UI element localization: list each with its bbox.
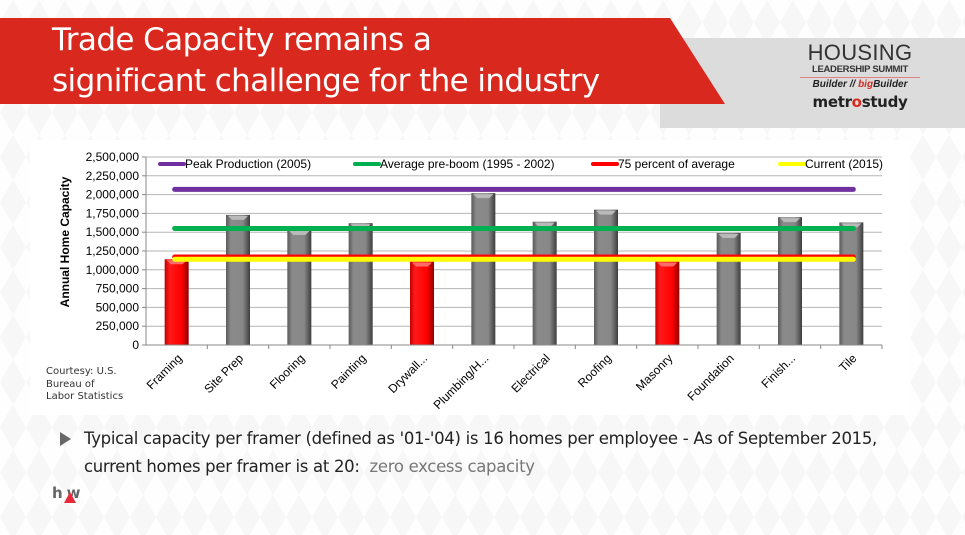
y-tick-label: 250,000 — [96, 319, 140, 333]
bar-drywall- — [410, 261, 434, 345]
logo-separator: // — [849, 79, 856, 90]
bar-site-prep — [226, 214, 250, 345]
logo-metro-post: study — [861, 93, 908, 111]
source-line-1: Courtesy: U.S. — [46, 366, 117, 377]
bar-roofing — [594, 209, 618, 345]
legend-label: Peak Production (2005) — [185, 157, 311, 171]
x-tick-label: Foundation — [684, 351, 736, 403]
y-tick-label: 1,250,000 — [86, 244, 140, 258]
bar-foundation — [716, 232, 741, 345]
logo-builder: Builder // bigBuilder — [800, 78, 920, 92]
x-tick-label: Painting — [328, 351, 369, 392]
bar-plumbing-h- — [471, 193, 496, 345]
bullet-text: Typical capacity per framer (defined as … — [84, 425, 880, 481]
bar-bevel — [596, 210, 616, 215]
bar-finish- — [778, 217, 802, 345]
x-tick-label: Drywall... — [385, 351, 430, 396]
bar-bevel — [473, 194, 494, 199]
y-tick-label: 2,250,000 — [86, 169, 140, 183]
y-tick-label: 2,500,000 — [86, 150, 140, 164]
y-tick-label: 0 — [132, 338, 139, 352]
title-line-1: Trade Capacity remains a — [52, 22, 432, 58]
source-note: Courtesy: U.S. Bureau of Labor Statistic… — [46, 366, 136, 404]
slide-title: Trade Capacity remains a significant cha… — [52, 20, 712, 102]
logo-metro-o: o — [851, 93, 862, 111]
title-line-2: significant challenge for the industry — [52, 63, 600, 99]
bar-bevel — [412, 262, 432, 267]
logo-housing: HOUSING — [807, 40, 913, 65]
bullet-point: Typical capacity per framer (defined as … — [60, 425, 880, 481]
y-tick-label: 1,750,000 — [86, 206, 140, 220]
legend-label: Average pre-boom (1995 - 2002) — [380, 157, 555, 171]
x-tick-label: Roofing — [575, 351, 614, 390]
bar-bevel — [780, 218, 800, 223]
logo-big-builder: Builder — [873, 79, 908, 90]
x-tick-label: Flooring — [267, 351, 308, 392]
chart-area: 0 250,000 500,000 750,000 1,000,000 1,250,000… — [30, 140, 910, 415]
logo-metro-pre: metr — [812, 93, 852, 111]
housing-leadership-summit-logo: HOUSING LEADERSHIP SUMMIT Builder // big… — [800, 42, 920, 112]
bar-painting — [348, 223, 373, 345]
legend-label: 75 percent of average — [618, 157, 735, 171]
hw-logo: hw — [52, 484, 96, 506]
logo-leadership-summit: LEADERSHIP SUMMIT — [800, 64, 920, 78]
bar-bevel — [228, 215, 248, 220]
source-line-2: Bureau of — [46, 378, 95, 390]
x-tick-label: Framing — [144, 351, 185, 392]
bar-tile — [839, 222, 864, 345]
y-axis-label: Annual Home Capacity — [58, 176, 72, 307]
bullet-muted-text: zero excess capacity — [369, 457, 536, 476]
y-tick-label: 1,500,000 — [86, 225, 140, 239]
bar-framing — [164, 259, 189, 345]
legend-label: Current (2015) — [805, 157, 883, 171]
x-tick-label: Finish... — [759, 351, 799, 391]
bar-flooring — [287, 229, 312, 345]
source-line-3: Labor Statistics — [46, 391, 124, 402]
x-tick-label: Electrical — [508, 351, 552, 395]
x-tick-label: Plumbing/H... — [431, 351, 492, 412]
y-tick-label: 2,000,000 — [86, 188, 140, 202]
x-tick-label: Masonry — [633, 351, 675, 393]
y-tick-label: 750,000 — [96, 282, 140, 296]
logo-metrostudy: metrostudy — [800, 92, 920, 112]
x-tick-label: Site Prep — [201, 351, 246, 396]
bar-bevel — [657, 262, 678, 267]
logo-builder-text: Builder — [812, 79, 847, 90]
y-tick-label: 500,000 — [96, 300, 140, 314]
bar-bevel — [289, 230, 310, 235]
bar-bevel — [534, 222, 555, 227]
bullet-main-text: Typical capacity per framer (defined as … — [84, 429, 877, 476]
bar-bevel — [718, 233, 739, 238]
bar-chart: 0 250,000 500,000 750,000 1,000,000 1,250,000… — [58, 150, 883, 412]
hw-logo-triangle-icon — [64, 492, 76, 503]
x-tick-label: Tile — [836, 351, 859, 374]
bar-electrical — [532, 221, 557, 345]
bullet-arrow-icon — [60, 432, 71, 446]
logo-big: big — [858, 79, 874, 90]
y-tick-label: 1,000,000 — [86, 263, 140, 277]
bar-masonry — [655, 261, 680, 345]
title-banner — [0, 18, 725, 104]
